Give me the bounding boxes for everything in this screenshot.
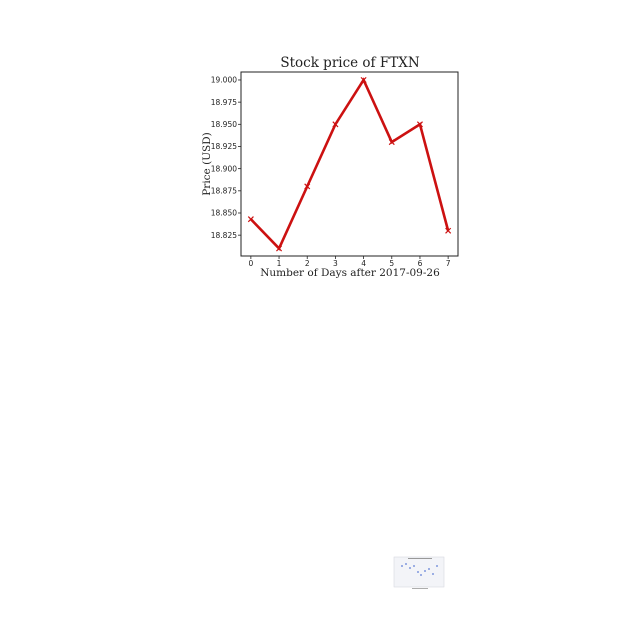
y-axis: 18.825 18.850 18.875 18.900 18.925 18.950 18.9… <box>211 76 241 240</box>
data-point-marker <box>360 76 367 84</box>
thumbnail-dot <box>401 565 403 567</box>
x-tick-label: 6 <box>418 259 423 268</box>
data-point-marker <box>416 121 423 128</box>
y-tick-label: 18.925 <box>211 142 237 151</box>
y-tick-label: 18.825 <box>211 231 237 240</box>
data-point-marker <box>304 183 311 190</box>
thumbnail-dot <box>413 565 415 567</box>
thumbnail-title-mark <box>408 558 432 559</box>
thumbnail-frame <box>393 556 445 588</box>
x-tick-label: 4 <box>361 259 366 268</box>
x-tick-label: 0 <box>248 259 253 268</box>
x-tick-label: 5 <box>389 259 394 268</box>
thumbnail-dot <box>420 574 422 576</box>
data-point-marker <box>388 139 395 146</box>
thumbnail-dot <box>417 571 419 573</box>
plot-frame <box>240 71 459 257</box>
data-point-marker <box>276 245 283 252</box>
thumbnail-dot <box>405 563 407 565</box>
x-tick-label: 3 <box>333 259 338 268</box>
chart-title: Stock price of FTXN <box>280 55 419 71</box>
thumbnail-dot <box>424 570 426 572</box>
series-group <box>247 76 452 252</box>
y-tick-label: 19.000 <box>211 76 237 85</box>
y-axis-label: Price (USD) <box>201 132 213 196</box>
y-tick-label: 18.950 <box>211 120 237 129</box>
thumbnail-preview <box>393 556 445 589</box>
thumbnail-dot <box>428 568 430 570</box>
x-tick-label: 1 <box>277 259 282 268</box>
data-point-marker <box>332 121 339 128</box>
y-tick-label: 18.875 <box>211 187 237 196</box>
y-tick-label: 18.975 <box>211 98 237 107</box>
y-tick-label: 18.900 <box>211 164 237 173</box>
thumbnail-dot <box>436 565 438 567</box>
data-point-marker <box>247 216 254 223</box>
thumbnail-dot <box>432 573 434 575</box>
data-point-marker <box>445 227 452 234</box>
x-tick-label: 7 <box>446 259 451 268</box>
x-axis: 0 1 2 3 4 5 6 7 <box>248 256 451 268</box>
price-line <box>249 77 450 251</box>
thumbnail-dot <box>409 567 411 569</box>
thumbnail-axis-mark <box>412 588 428 589</box>
x-axis-label: Number of Days after 2017-09-26 <box>260 267 440 279</box>
y-tick-label: 18.850 <box>211 209 237 218</box>
x-tick-label: 2 <box>305 259 310 268</box>
